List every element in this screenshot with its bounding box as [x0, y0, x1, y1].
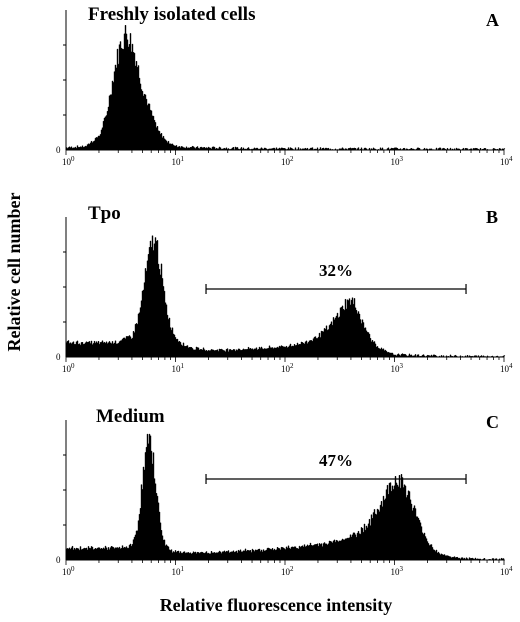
panel-b-histogram — [65, 235, 506, 358]
panel-c-x-tick-label: 104 — [500, 565, 513, 577]
panel-a-x-tick-label: 101 — [172, 155, 185, 167]
panel-c-x-tick-label: 100 — [62, 565, 75, 577]
panel-a-y-zero-label: 0 — [56, 145, 61, 155]
panel-a-x-tick-label: 102 — [281, 155, 294, 167]
panel-b-y-zero-label: 0 — [56, 352, 61, 362]
panel-c-title: Medium — [96, 406, 165, 427]
panel-b-x-tick-label: 104 — [500, 362, 513, 374]
panel-b-x-tick-label: 101 — [172, 362, 185, 374]
panel-c-y-zero-label: 0 — [56, 555, 61, 565]
panel-b-x-tick-label: 102 — [281, 362, 294, 374]
x-axis-title: Relative fluorescence intensity — [160, 595, 393, 615]
panel-b-x-tick-label: 100 — [62, 362, 75, 374]
panel-b-x-tick-label: 103 — [391, 362, 404, 374]
panel-a-letter: A — [486, 10, 499, 30]
panel-c-gate-label: 47% — [319, 451, 353, 470]
y-axis-title: Relative cell number — [4, 193, 24, 352]
panel-c-x-tick-label: 101 — [172, 565, 185, 577]
panel-c-histogram — [65, 433, 505, 561]
panel-a-x-tick-label: 103 — [391, 155, 404, 167]
panel-a-title: Freshly isolated cells — [88, 4, 255, 25]
panel-b-letter: B — [486, 207, 498, 227]
panel-c-x-tick-label: 103 — [391, 565, 404, 577]
panel-c-letter: C — [486, 412, 499, 432]
panel-c-x-tick-label: 102 — [281, 565, 294, 577]
panel-a-x-tick-label: 104 — [500, 155, 513, 167]
panel-b-title: Tpo — [88, 203, 121, 224]
panel-b-gate-label: 32% — [319, 261, 353, 280]
panel-a-x-tick-label: 100 — [62, 155, 75, 167]
panel-a-histogram — [65, 25, 506, 151]
